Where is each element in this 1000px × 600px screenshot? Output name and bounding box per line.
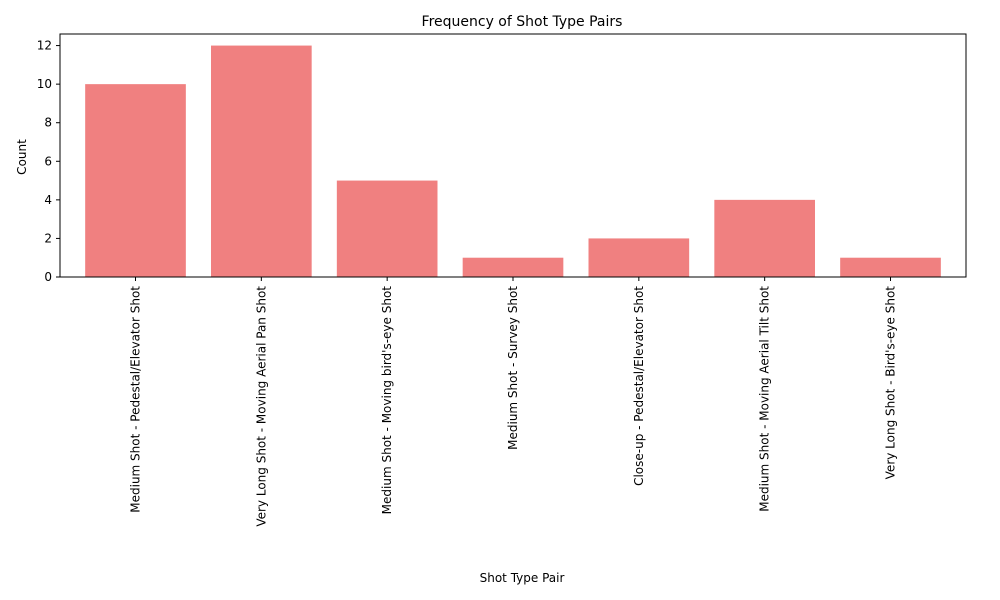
bar-6 — [714, 199, 815, 277]
y-tick-label: 6 — [44, 154, 52, 168]
y-tick-label: 0 — [44, 270, 52, 284]
bar-5 — [588, 238, 690, 277]
chart-title: Frequency of Shot Type Pairs — [422, 14, 623, 30]
y-axis-label: Count — [15, 139, 29, 175]
x-tick-label: Medium Shot - Survey Shot — [506, 286, 520, 450]
bar-2 — [211, 45, 312, 277]
y-tick-label: 8 — [44, 116, 52, 130]
bar-4 — [462, 257, 564, 277]
x-tick-label: Medium Shot - Moving Aerial Tilt Shot — [758, 286, 772, 512]
bar-3 — [336, 180, 438, 277]
y-tick-label: 4 — [44, 193, 52, 207]
x-tick-label: Very Long Shot - Moving Aerial Pan Shot — [254, 286, 268, 527]
x-tick-label: Medium Shot - Pedestal/Elevator Shot — [129, 286, 143, 513]
plot-area: 0 2 4 6 8 10 12 Medium Shot - Pedestal/Elevator… — [37, 33, 967, 527]
bar-7 — [840, 257, 941, 277]
x-tick-label: Very Long Shot - Bird's-eye Shot — [884, 286, 898, 480]
y-tick-label: 12 — [37, 39, 52, 53]
x-tick-label: Close-up - Pedestal/Elevator Shot — [632, 286, 646, 486]
x-tick-label: Medium Shot - Moving bird's-eye Shot — [380, 286, 394, 515]
bar-1 — [85, 84, 186, 277]
y-tick-label: 2 — [44, 231, 52, 245]
x-axis-label: Shot Type Pair — [480, 571, 565, 585]
y-tick-label: 10 — [37, 77, 52, 91]
